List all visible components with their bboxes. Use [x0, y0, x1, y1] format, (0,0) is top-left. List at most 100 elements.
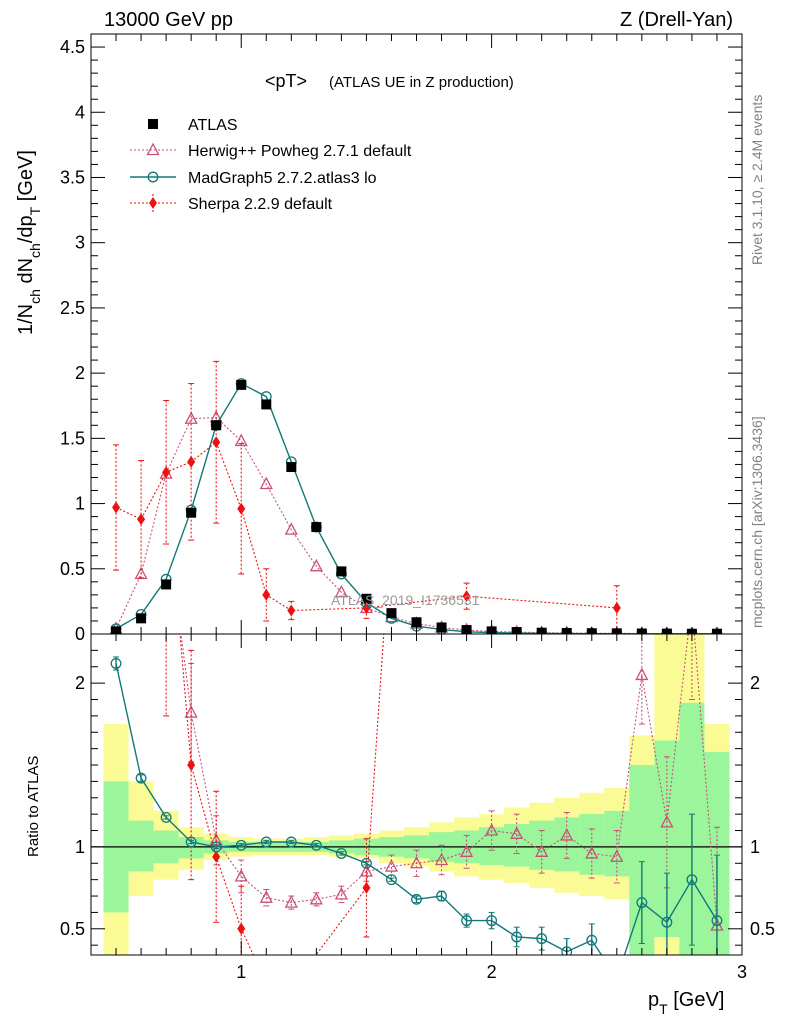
ratio-x-tick-label: 1: [236, 962, 246, 982]
main-subtitle: (ATLAS UE in Z production): [329, 74, 514, 91]
main-point-sherpa: [162, 466, 171, 479]
main-y-tick-label: 1.5: [60, 428, 85, 448]
ratio-y-tick-label-right: 2: [750, 673, 760, 693]
ratio-point-herwig: [535, 844, 549, 857]
main-y-tick-label: 2.5: [60, 298, 85, 318]
legend-marker-atlas: [148, 119, 158, 129]
ratio-point-herwig: [660, 814, 674, 828]
ratio-point-madgraph: [310, 839, 322, 851]
main-point-atlas: [336, 566, 347, 577]
main-title: <pT>: [265, 71, 307, 91]
ratio-point-herwig: [686, 595, 697, 606]
ratio-point-herwig: [259, 890, 273, 903]
ratio-point-madgraph: [561, 946, 573, 955]
ratio-band-green-bin: [579, 814, 605, 875]
main-point-atlas: [186, 507, 197, 518]
ratio-y-tick-label-left: 1: [75, 837, 85, 857]
legend-label-atlas: ATLAS: [188, 117, 238, 134]
main-point-sherpa: [287, 604, 296, 617]
ratio-point-herwig: [510, 826, 524, 839]
ratio-point-madgraph: [335, 848, 347, 859]
main-point-atlas: [386, 608, 397, 619]
ratio-y-tick-label-right: 0.5: [750, 919, 775, 939]
ratio-frame: [90, 633, 743, 956]
main-point-sherpa: [112, 501, 121, 514]
main-point-herwig: [309, 558, 323, 572]
main-point-sherpa: [262, 588, 271, 601]
main-y-tick-label: 0.5: [60, 559, 85, 579]
ratio-point-madgraph: [511, 931, 523, 943]
ratio-point-sherpa: [212, 850, 221, 863]
ratio-point-herwig: [560, 828, 574, 841]
main-ylabel: 1/Nch dNch/dpT [GeV]: [15, 150, 43, 335]
ratio-point-madgraph: [661, 916, 673, 928]
main-point-herwig: [134, 566, 148, 580]
main-point-atlas: [136, 613, 147, 624]
ratio-point-madgraph: [135, 772, 147, 784]
legend-marker-sherpa: [149, 197, 157, 209]
ratio-point-madgraph: [461, 915, 473, 927]
main-point-herwig: [284, 522, 298, 535]
ratio-ylabel: Ratio to ATLAS: [25, 756, 42, 857]
main-y-tick-label: 4.5: [60, 37, 85, 57]
ratio-point-madgraph: [360, 857, 372, 869]
ratio-point-madgraph: [536, 933, 548, 945]
ratio-point-madgraph: [285, 836, 297, 848]
main-y-tick-label: 2: [75, 363, 85, 383]
ratio-point-madgraph: [235, 839, 247, 851]
main-point-atlas: [161, 579, 172, 590]
main-y-tick-label: 0: [75, 624, 85, 644]
ratio-point-herwig: [384, 859, 399, 872]
header-left: 13000 GeV pp: [104, 9, 233, 31]
ratio-point-herwig: [585, 846, 599, 859]
main-point-sherpa: [237, 502, 246, 515]
main-point-sherpa: [137, 513, 146, 526]
ratio-point-herwig: [334, 887, 348, 900]
main-y-tick-label: 3: [75, 233, 85, 253]
ratio-point-madgraph: [612, 973, 622, 983]
ratio-point-herwig: [234, 868, 248, 882]
ratio-point-madgraph: [711, 915, 723, 927]
ratio-point-madgraph: [386, 874, 397, 886]
main-point-sherpa: [462, 590, 471, 603]
ratio-point-sherpa: [262, 977, 270, 989]
ratio-point-madgraph: [160, 811, 172, 823]
main-point-atlas: [261, 399, 272, 410]
ratio-point-madgraph: [436, 890, 447, 902]
ratio-uncertainty-bands: [91, 634, 742, 955]
ratio-point-sherpa: [362, 881, 371, 894]
ratio-point-madgraph: [260, 836, 272, 848]
ratio-point-herwig: [409, 855, 424, 869]
main-y-tick-label: 1: [75, 494, 85, 514]
ratio-point-madgraph: [185, 836, 197, 848]
ratio-point-madgraph: [411, 893, 422, 905]
ratio-axes: 0.5 0.5 1 1 2 2 1 2 3: [60, 634, 775, 982]
header-right: Z (Drell-Yan): [620, 9, 733, 31]
ratio-series-layer: [110, 595, 724, 989]
ratio-point-herwig: [460, 844, 474, 857]
main-y-tick-label: 4: [75, 102, 85, 122]
ratio-point-madgraph: [110, 658, 122, 669]
legend: ATLAS Herwig++ Powheg 2.7.1 default MadGra…: [130, 117, 412, 213]
main-point-herwig: [334, 584, 348, 598]
main-point-atlas: [211, 420, 222, 431]
ratio-point-sherpa: [187, 759, 196, 772]
ratio-point-sherpa: [237, 922, 246, 935]
ratio-point-herwig: [284, 895, 298, 908]
ratio-point-herwig: [610, 849, 624, 862]
ratio-point-herwig: [635, 667, 649, 681]
main-point-atlas: [361, 593, 372, 604]
analysis-watermark: ATLAS_2019_I1736531: [331, 592, 480, 608]
ratio-point-madgraph: [586, 934, 598, 946]
main-point-sherpa: [187, 455, 196, 468]
ratio-y-tick-label-left: 0.5: [60, 919, 85, 939]
main-point-atlas: [411, 617, 422, 628]
legend-label-sherpa: Sherpa 2.2.9 default: [188, 196, 333, 213]
ratio-point-madgraph: [486, 915, 498, 927]
legend-label-madgraph: MadGraph5 2.7.2.atlas3 lo: [188, 170, 377, 187]
ratio-x-tick-label: 3: [737, 962, 747, 982]
ratio-y-tick-label-right: 1: [750, 837, 760, 857]
ratio-x-tick-label: 2: [487, 962, 497, 982]
ratio-xlabel: pT [GeV]: [648, 989, 724, 1017]
